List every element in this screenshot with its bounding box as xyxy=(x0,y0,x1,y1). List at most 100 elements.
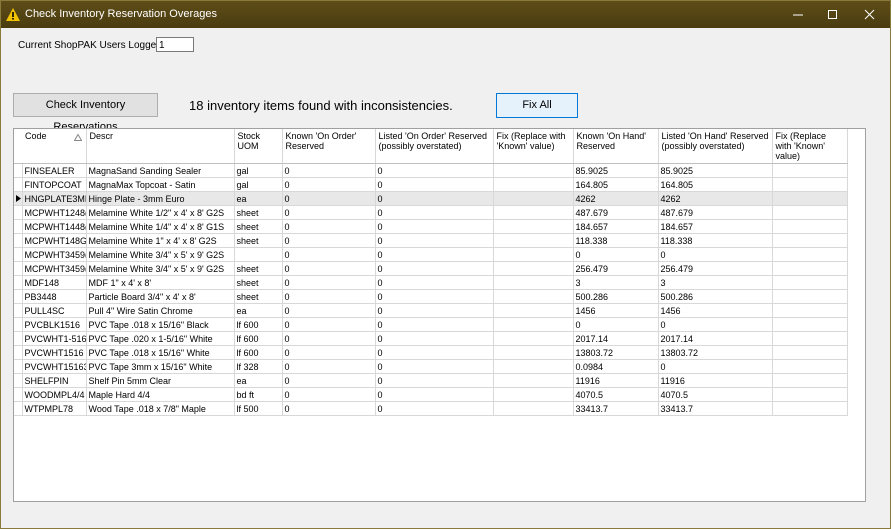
users-input[interactable]: 1 xyxy=(156,37,194,52)
grid-cell: PB3448 xyxy=(21,289,87,304)
users-label: Current ShopPAK Users Logged In: xyxy=(18,40,176,51)
grid-cell xyxy=(771,205,848,220)
grid-row[interactable]: HNGPLATE3MM Hinge Plate - 3mm Euro ea 0 0 426… xyxy=(14,191,848,206)
grid-cell: 3 xyxy=(657,275,773,290)
check-button[interactable]: Check Inventory Reservations xyxy=(13,93,158,133)
grid-cell xyxy=(771,345,848,360)
column-header[interactable]: Code xyxy=(22,129,87,164)
grid-cell: 256.479 xyxy=(572,261,659,276)
grid-cell: Melamine White 1/2" x 4' x 8' G2S xyxy=(85,205,235,220)
grid-row[interactable]: PULL4SC Pull 4" Wire Satin Chrome ea 0 0 1456… xyxy=(14,303,848,318)
grid-cell: 184.657 xyxy=(657,219,773,234)
grid-cell: PVC Tape .018 x 15/16" Black xyxy=(85,317,235,332)
grid-cell: ea xyxy=(233,191,283,206)
grid-row[interactable]: FINSEALER MagnaSand Sanding Sealer gal 0 0 85… xyxy=(14,163,848,178)
grid-row[interactable]: MCPWHT3459(Melamine White 3/4" x 5' x 9'… xyxy=(14,247,848,262)
row-header xyxy=(14,303,23,318)
title-bar: Check Inventory Reservation Overages xyxy=(1,1,890,28)
grid-row[interactable]: PVCWHT1516 PVC Tape .018 x 15/16" White lf… xyxy=(14,345,848,360)
grid-cell: 4262 xyxy=(572,191,659,206)
grid-cell: 0 xyxy=(374,359,494,374)
grid-cell: 0 xyxy=(374,373,494,388)
row-header xyxy=(14,331,23,346)
grid-cell: sheet xyxy=(233,205,283,220)
grid-cell: 500.286 xyxy=(657,289,773,304)
grid-cell: 0 xyxy=(281,191,376,206)
grid-cell: 0 xyxy=(374,261,494,276)
grid-cell xyxy=(492,331,574,346)
grid-cell: 164.805 xyxy=(572,177,659,192)
column-header[interactable]: Descr xyxy=(86,129,235,164)
close-button[interactable] xyxy=(864,9,876,21)
grid-cell: 0.0984 xyxy=(572,359,659,374)
column-header[interactable]: Known 'On Order' Reserved xyxy=(282,129,376,164)
grid-row[interactable]: PVCBLK1516 PVC Tape .018 x 15/16" Black lf… xyxy=(14,317,848,332)
column-header[interactable]: Fix (Replace with 'Known' value) xyxy=(772,129,848,164)
grid-row[interactable]: MCPWHT148G2 Melamine White 1" x 4' x 8' G… xyxy=(14,233,848,248)
column-header[interactable]: Listed 'On Order' Reserved (possibly ove… xyxy=(375,129,494,164)
grid-row[interactable]: SHELFPIN Shelf Pin 5mm Clear ea 0 0 11916 1191… xyxy=(14,373,848,388)
grid-row[interactable]: MCPWHT3459(Melamine White 3/4" x 5' x 9'… xyxy=(14,261,848,276)
grid-cell: 0 xyxy=(281,261,376,276)
grid-cell: sheet xyxy=(233,219,283,234)
grid-cell: 500.286 xyxy=(572,289,659,304)
row-header xyxy=(14,289,23,304)
grid-cell: 0 xyxy=(281,331,376,346)
grid-cell: Maple Hard 4/4 xyxy=(85,387,235,402)
grid-row[interactable]: MDF148 MDF 1" x 4' x 8' sheet 0 0 3 3 xyxy=(14,275,848,290)
grid-cell: 0 xyxy=(657,359,773,374)
grid-cell xyxy=(771,219,848,234)
grid-cell xyxy=(771,387,848,402)
grid-row[interactable]: FINTOPCOAT MagnaMax Topcoat - Satin gal 0 0 1… xyxy=(14,177,848,192)
grid-cell xyxy=(492,233,574,248)
minimize-button[interactable] xyxy=(791,9,805,21)
grid-row[interactable]: WOODMPL4/4 Maple Hard 4/4 bd ft 0 0 4070.5 407… xyxy=(14,387,848,402)
column-header[interactable]: Fix (Replace with 'Known' value) xyxy=(493,129,574,164)
grid-cell: lf 328 xyxy=(233,359,283,374)
grid-cell: Pull 4" Wire Satin Chrome xyxy=(85,303,235,318)
grid-cell: 0 xyxy=(281,163,376,178)
warning-icon xyxy=(6,8,20,21)
grid-cell xyxy=(492,191,574,206)
grid-cell: 0 xyxy=(374,317,494,332)
grid-cell: gal xyxy=(233,163,283,178)
grid-cell: 0 xyxy=(281,219,376,234)
column-header[interactable]: Known 'On Hand' Reserved xyxy=(573,129,659,164)
fix-all-button[interactable]: Fix All xyxy=(496,93,578,118)
grid-cell: 2017.14 xyxy=(572,331,659,346)
grid-cell: 487.679 xyxy=(657,205,773,220)
grid-cell xyxy=(492,247,574,262)
grid-cell: PVC Tape 3mm x 15/16" White xyxy=(85,359,235,374)
grid-row[interactable]: PVCWHT1-516 PVC Tape .020 x 1-5/16" White… xyxy=(14,331,848,346)
grid-cell xyxy=(492,163,574,178)
grid-row[interactable]: PVCWHT15163 PVC Tape 3mm x 15/16" White lf… xyxy=(14,359,848,374)
grid-row[interactable]: MCPWHT1248(Melamine White 1/2" x 4' x 8'… xyxy=(14,205,848,220)
grid-cell xyxy=(492,219,574,234)
grid-cell xyxy=(492,177,574,192)
grid-cell: 0 xyxy=(374,275,494,290)
column-header[interactable]: Stock UOM xyxy=(234,129,283,164)
column-header[interactable]: Listed 'On Hand' Reserved (possibly over… xyxy=(658,129,773,164)
row-header xyxy=(14,191,23,206)
row-header xyxy=(14,401,23,416)
grid-cell: PULL4SC xyxy=(21,303,87,318)
grid-cell: 85.9025 xyxy=(572,163,659,178)
grid-cell: 0 xyxy=(572,247,659,262)
grid-cell: FINTOPCOAT xyxy=(21,177,87,192)
grid-cell xyxy=(492,289,574,304)
grid-cell xyxy=(771,275,848,290)
grid-cell xyxy=(492,317,574,332)
grid-row[interactable]: WTPMPL78 Wood Tape .018 x 7/8" Maple lf 50… xyxy=(14,401,848,416)
grid-cell: 0 xyxy=(281,289,376,304)
grid-cell xyxy=(771,303,848,318)
grid-cell xyxy=(771,191,848,206)
grid-cell: Melamine White 3/4" x 5' x 9' G2S xyxy=(85,261,235,276)
row-header xyxy=(14,261,23,276)
grid-row[interactable]: MCPWHT1448(Melamine White 1/4" x 4' x 8'… xyxy=(14,219,848,234)
grid-cell: ea xyxy=(233,303,283,318)
grid-row[interactable]: PB3448 Particle Board 3/4" x 4' x 8' sheet… xyxy=(14,289,848,304)
header-row: Code Descr Stock UOM Known 'On Order' Reser… xyxy=(14,129,848,164)
maximize-button[interactable] xyxy=(827,9,839,21)
grid-cell: 0 xyxy=(281,373,376,388)
